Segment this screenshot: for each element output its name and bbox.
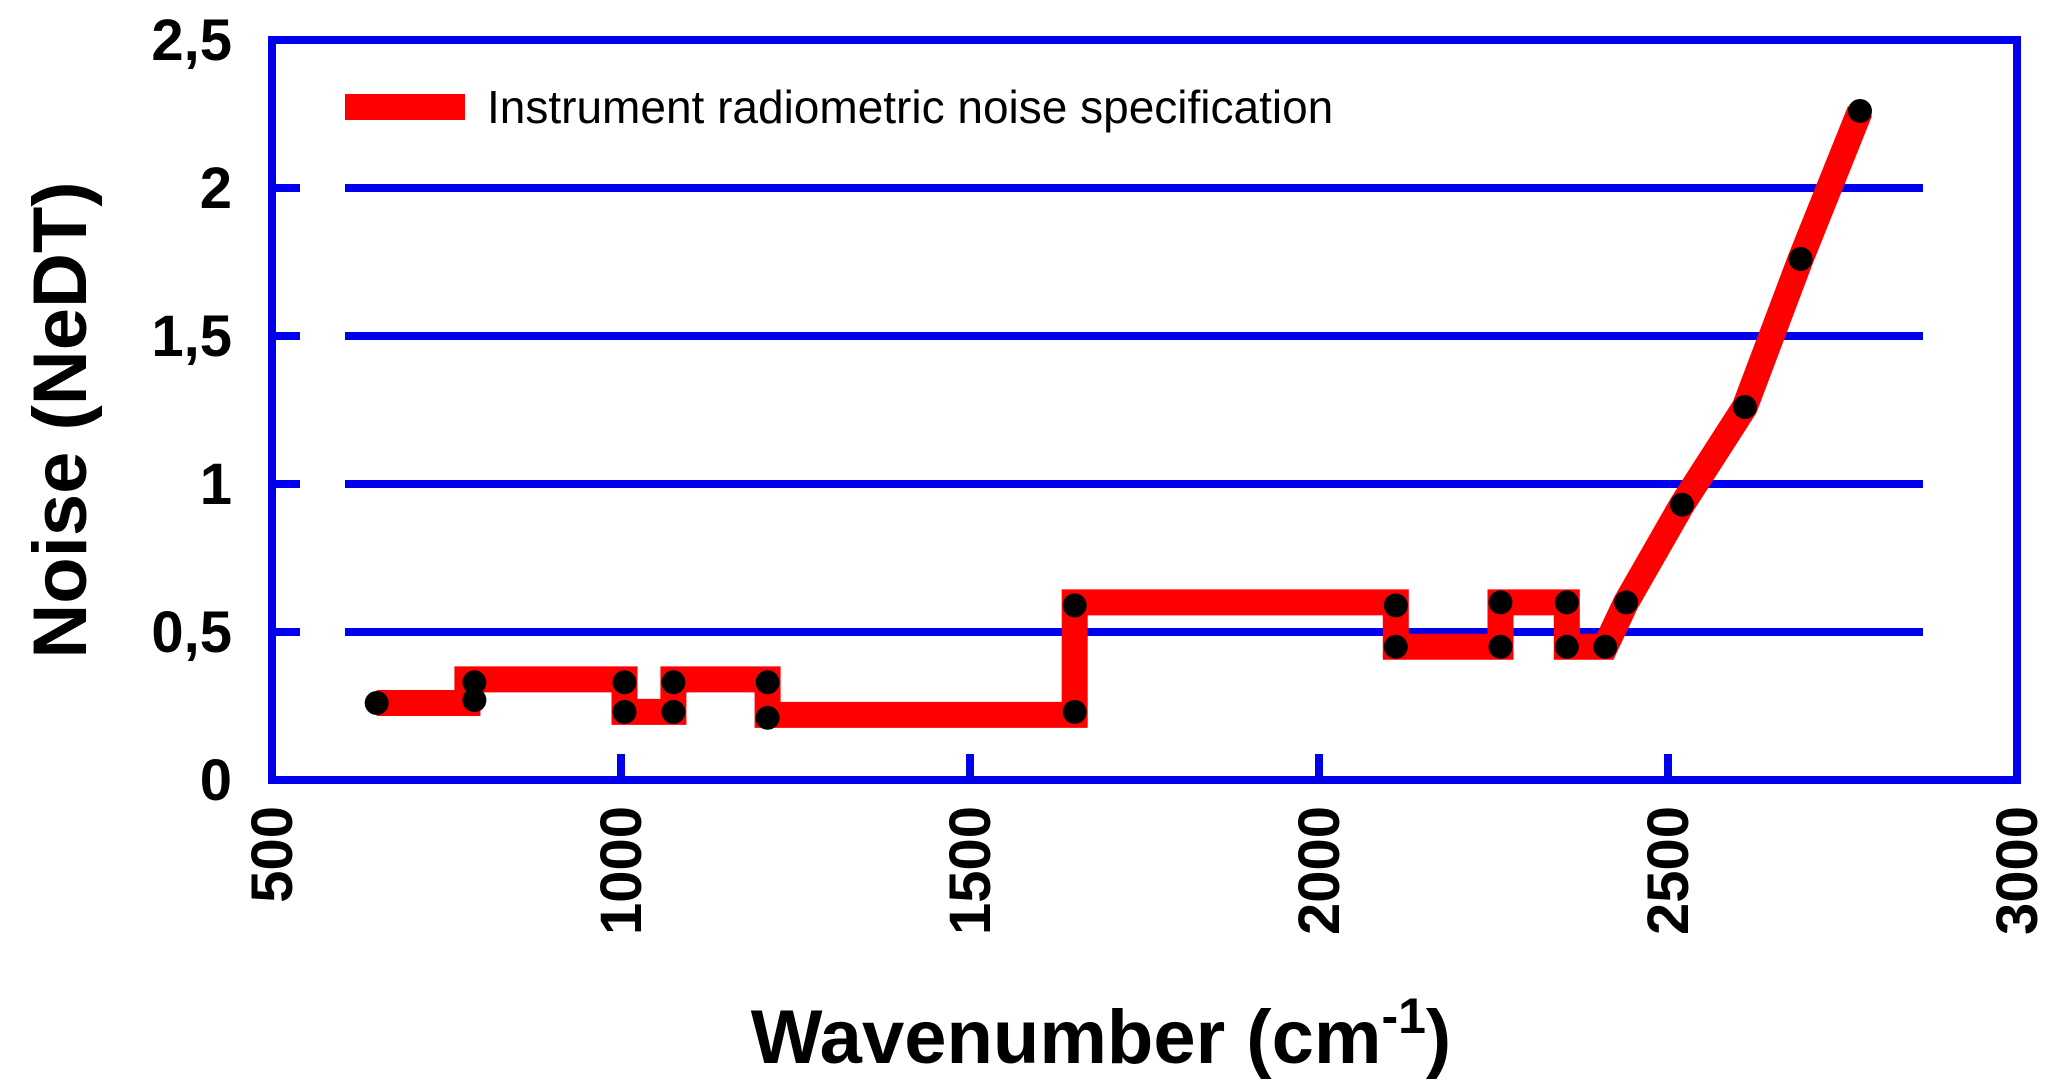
y-tick-label: 1,5 <box>151 304 232 369</box>
data-point <box>364 691 389 715</box>
data-point <box>1383 593 1408 618</box>
data-point <box>1554 634 1579 659</box>
legend-label: Instrument radiometric noise specificati… <box>487 81 1333 133</box>
y-tick-label: 0 <box>200 748 232 813</box>
x-tick-label: 2500 <box>1636 806 1701 935</box>
data-point <box>661 699 686 724</box>
y-axis-title: Noise (NeDT) <box>18 181 103 658</box>
data-point <box>1593 634 1618 659</box>
legend: Instrument radiometric noise specificati… <box>345 81 1333 133</box>
data-point <box>1062 593 1087 618</box>
gridlines <box>276 184 1923 636</box>
plot-frame <box>268 36 2021 784</box>
x-axis-title: Wavenumber (cm-1) <box>751 988 1451 1080</box>
data-point <box>1614 590 1639 615</box>
x-tick-label: 500 <box>240 806 305 903</box>
y-tick-label: 2 <box>200 156 232 221</box>
y-axis-ticks: 0 0,5 1 1,5 2 2,5 <box>151 8 232 813</box>
y-tick-label: 1 <box>200 452 232 517</box>
y-tick-label: 2,5 <box>151 8 232 73</box>
x-axis-title-superscript: -1 <box>1381 988 1425 1044</box>
x-tick-label: 2000 <box>1287 806 1352 935</box>
x-tick-label: 1000 <box>589 806 654 935</box>
x-axis-title-main: Wavenumber (cm <box>751 995 1382 1080</box>
x-tick-label: 3000 <box>1985 806 2049 935</box>
x-tick-label: 1500 <box>938 806 1003 935</box>
data-point <box>1670 492 1694 517</box>
data-point <box>462 670 487 695</box>
data-point <box>1488 590 1513 615</box>
data-point <box>1554 590 1579 615</box>
data-point <box>612 670 637 695</box>
series-line <box>376 106 1873 728</box>
data-point <box>661 670 686 695</box>
data-point <box>1788 247 1813 271</box>
data-point <box>755 705 780 730</box>
x-axis-title-suffix: ) <box>1426 995 1451 1080</box>
series-layer <box>364 99 1873 730</box>
data-point <box>1488 634 1513 659</box>
y-tick-label: 0,5 <box>151 600 232 665</box>
data-point <box>1732 395 1757 419</box>
data-point <box>612 699 637 724</box>
data-point <box>1062 699 1087 724</box>
data-point <box>1848 99 1872 123</box>
data-point <box>1383 634 1408 659</box>
data-point <box>462 688 487 713</box>
data-point <box>755 670 780 695</box>
x-axis-ticks: 500 1000 1500 2000 2500 3000 <box>240 754 2049 935</box>
